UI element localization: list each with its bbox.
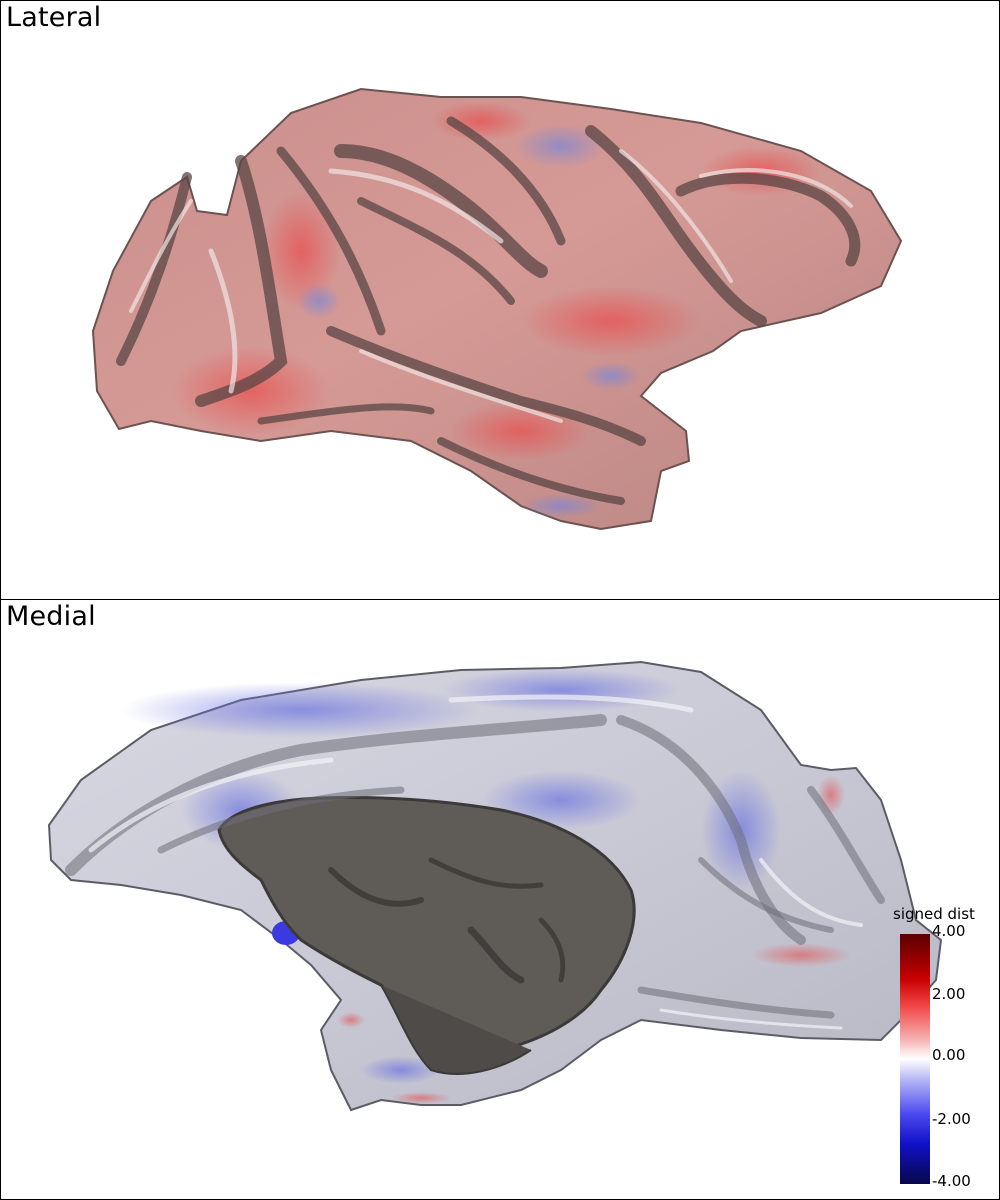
- medial-view-panel[interactable]: Medial: [0, 599, 1000, 1200]
- colorbar-title: signed dist: [893, 905, 975, 923]
- medial-wall: [217, 796, 636, 1053]
- colorbar: [900, 934, 930, 1184]
- medial-title: Medial: [6, 601, 96, 632]
- colorbar-tick-min: -4.00: [932, 1172, 971, 1190]
- colorbar-tick-max: 4.00: [932, 922, 966, 940]
- lateral-title: Lateral: [6, 2, 102, 33]
- medial-brain-surface[interactable]: [1, 600, 999, 1199]
- colorbar-tick-upper: 2.00: [932, 985, 966, 1003]
- colorbar-tick-lower: -2.00: [932, 1110, 971, 1128]
- colorbar-tick-zero: 0.00: [932, 1046, 966, 1064]
- lateral-view-panel[interactable]: Lateral: [0, 0, 1000, 600]
- lateral-brain-surface[interactable]: [1, 1, 999, 599]
